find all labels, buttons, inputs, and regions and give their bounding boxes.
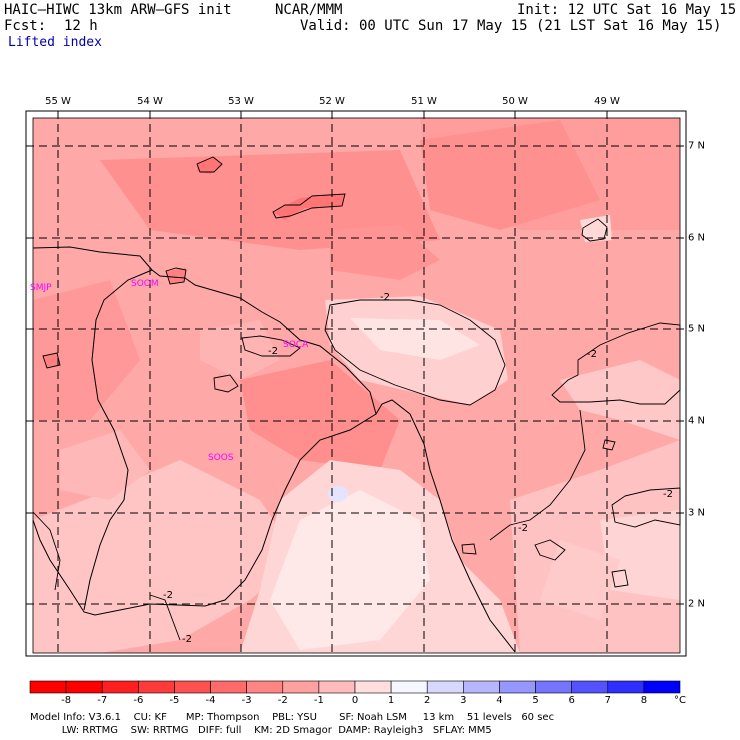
colorbar-swatch xyxy=(499,680,536,694)
colorbar-swatch xyxy=(282,680,320,694)
colorbar-swatch xyxy=(210,680,247,694)
station-label: SOOM xyxy=(131,279,159,289)
lon-label: 53 W xyxy=(228,96,254,107)
init-time: Init: 12 UTC Sat 16 May 15 xyxy=(517,2,737,18)
lat-label: 5 N xyxy=(688,323,706,335)
colorbar-tick-label: 3 xyxy=(460,695,467,706)
model-info-line-2: LW: RRTMG SW: RRTMG DIFF: full KM: 2D Sm… xyxy=(30,725,492,736)
colorbar-swatch xyxy=(65,680,103,694)
colorbar-swatch xyxy=(354,680,392,694)
forecast-label: Fcst: xyxy=(4,18,47,34)
contour-label: -2 xyxy=(587,349,597,360)
colorbar-tick-label: 7 xyxy=(604,695,611,706)
colorbar-swatch xyxy=(174,680,211,694)
colorbar-tick-label: -8 xyxy=(61,695,72,706)
lon-label: 49 W xyxy=(594,96,620,107)
lon-label: 51 W xyxy=(411,96,437,107)
colorbar-tick-label: -1 xyxy=(313,695,324,706)
colorbar-tick-label: 0 xyxy=(351,695,359,706)
lon-label: 52 W xyxy=(319,96,345,107)
contour-label: -2 xyxy=(268,346,278,357)
field-name: Lifted index xyxy=(8,35,102,50)
colorbar-swatch xyxy=(390,680,428,694)
colorbar-swatch xyxy=(29,680,67,694)
colorbar-swatch xyxy=(571,680,609,694)
lon-label: 54 W xyxy=(137,96,163,107)
colorbar-tick-label: 6 xyxy=(568,695,575,706)
contour-label: -2 xyxy=(518,523,528,534)
lifted-index-field xyxy=(33,118,680,653)
coastline-and-borders xyxy=(32,246,516,653)
station-label: SOCA xyxy=(283,340,309,350)
lat-label: 7 N xyxy=(688,140,706,152)
lat-label: 6 N xyxy=(688,232,706,244)
model-info-line-1: Model Info: V3.6.1 CU: KF MP: Thompson P… xyxy=(30,712,555,723)
contour-label: -2 xyxy=(663,489,673,500)
forecast-hour: 12 h xyxy=(64,18,98,34)
colorbar-tick-label: 1 xyxy=(387,695,395,706)
colorbar-tick-label: -2 xyxy=(277,695,288,706)
colorbar-swatch xyxy=(318,680,356,694)
colorbar-tick-label: 8 xyxy=(640,695,648,706)
contour-label: -2 xyxy=(182,634,192,645)
lifted-index-contours xyxy=(32,156,681,641)
model-title: HAIC–HIWC 13km ARW–GFS init xyxy=(4,2,232,18)
colorbar-tick-label: -4 xyxy=(205,695,216,706)
colorbar-tick-label: -3 xyxy=(241,695,252,706)
lon-label: 50 W xyxy=(502,96,528,107)
map-frame xyxy=(25,110,687,657)
colorbar-tick-label: -5 xyxy=(169,695,180,706)
lat-label: 3 N xyxy=(688,507,706,519)
colorbar-tick-label: 4 xyxy=(496,695,503,706)
station-label: SMJP xyxy=(30,283,52,293)
colorbar-tick-label: 2 xyxy=(424,695,431,706)
colorbar-swatch xyxy=(643,680,681,694)
colorbar-unit: °C xyxy=(674,695,686,706)
colorbar-swatch xyxy=(101,680,139,694)
station-label: SOOS xyxy=(208,453,234,463)
colorbar-tick-label: -7 xyxy=(97,695,108,706)
lon-label: 55 W xyxy=(45,96,71,107)
colorbar-swatch xyxy=(138,680,175,694)
org-label: NCAR/MMM xyxy=(275,2,343,18)
colorbar-swatch xyxy=(535,680,572,694)
lat-label: 4 N xyxy=(688,415,706,427)
colorbar-swatch xyxy=(463,680,500,694)
contour-label: -2 xyxy=(380,292,390,303)
plot-area-frame xyxy=(32,117,681,654)
colorbar-tick-label: -6 xyxy=(133,695,144,706)
colorbar-swatch xyxy=(426,680,464,694)
colorbar-swatch xyxy=(607,680,645,694)
colorbar-swatch xyxy=(246,680,284,694)
valid-time: Valid: 00 UTC Sun 17 May 15 (21 LST Sat … xyxy=(300,18,722,34)
colorbar-tick-label: 5 xyxy=(532,695,539,706)
lat-label: 2 N xyxy=(688,598,706,610)
lat-lon-grid xyxy=(26,111,686,653)
colorbar xyxy=(29,680,681,694)
contour-label: -2 xyxy=(163,590,173,601)
